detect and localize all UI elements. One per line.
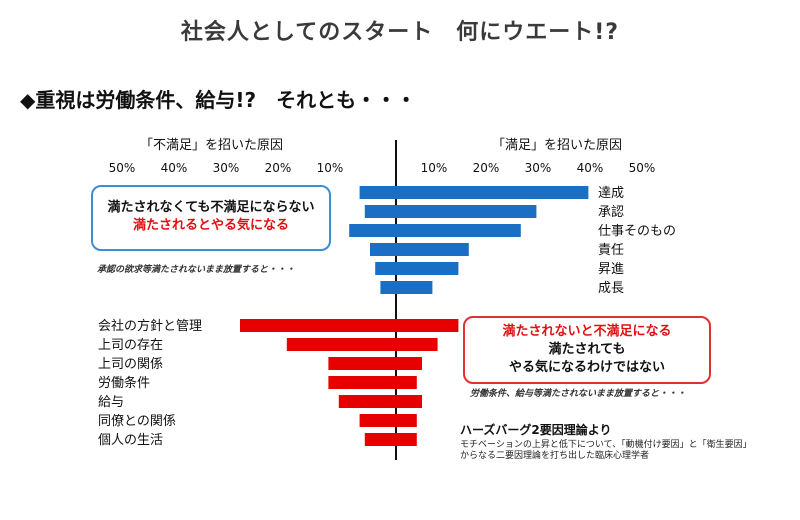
right-tick-label: 30%: [525, 161, 552, 175]
category-label: 会社の方針と管理: [98, 318, 202, 334]
bar-dissatisfaction-hygiene: [338, 395, 396, 408]
right-axis-header: 「満足」を招いた原因: [492, 138, 623, 153]
bar-dissatisfaction-hygiene: [364, 433, 396, 446]
hygiene-callout: 満たされないと不満足になる 満たされても やる気になるわけではない: [463, 316, 711, 384]
bar-satisfaction-hygiene: [396, 395, 422, 408]
category-label: 承認: [598, 204, 624, 220]
right-tick-label: 50%: [629, 161, 656, 175]
page-subtitle: ◆重視は労働条件、給与!? それとも・・・: [20, 88, 417, 112]
category-label: 上司の存在: [98, 338, 163, 353]
bar-dissatisfaction-hygiene: [328, 376, 396, 389]
category-label: 上司の関係: [98, 357, 163, 372]
source-title: ハーズバーグ2要因理論より: [460, 423, 612, 437]
bar-satisfaction-motivators: [396, 281, 433, 294]
source-text: モチベーションの上昇と低下について、「動機付け要因」と「衛生要因」からなる二要因…: [460, 440, 752, 461]
category-label: 個人の生活: [98, 433, 163, 448]
category-label: 仕事そのもの: [598, 224, 676, 239]
left-tick-label: 50%: [109, 161, 136, 175]
right-tick-label: 10%: [421, 161, 448, 175]
left-axis-header: 「不満足」を招いた原因: [140, 138, 284, 153]
motivator-note: 承認の欲求等満たされないまま放置すると・・・: [97, 265, 296, 275]
bar-satisfaction-motivators: [396, 243, 469, 256]
bar-satisfaction-motivators: [396, 205, 537, 218]
left-tick-label: 20%: [265, 161, 292, 175]
motivator-callout-line2: 満たされるとやる気になる: [132, 218, 289, 233]
bar-satisfaction-motivators: [396, 262, 459, 275]
category-label: 達成: [598, 186, 624, 201]
bar-satisfaction-hygiene: [396, 319, 459, 332]
left-tick-label: 40%: [161, 161, 188, 175]
bar-dissatisfaction-motivators: [370, 243, 396, 256]
page-title: 社会人としてのスタート 何にウエート!?: [180, 20, 620, 45]
bar-satisfaction-hygiene: [396, 338, 438, 351]
bar-satisfaction-hygiene: [396, 376, 417, 389]
category-label: 給与: [98, 395, 124, 410]
category-label: 成長: [598, 281, 624, 296]
category-label: 労働条件: [98, 375, 150, 391]
hygiene-callout-line1: 満たされないと不満足になる: [502, 324, 672, 339]
category-label: 責任: [598, 243, 624, 258]
hygiene-callout-line2: 満たされても: [548, 342, 626, 357]
bar-satisfaction-motivators: [396, 224, 521, 237]
bar-dissatisfaction-motivators: [380, 281, 396, 294]
left-tick-label: 10%: [317, 161, 344, 175]
bar-dissatisfaction-hygiene: [286, 338, 396, 351]
bar-satisfaction-motivators: [396, 186, 589, 199]
category-label: 昇進: [598, 262, 624, 277]
right-tick-label: 40%: [577, 161, 604, 175]
bar-dissatisfaction-motivators: [364, 205, 396, 218]
bar-dissatisfaction-hygiene: [240, 319, 396, 332]
left-tick-label: 30%: [213, 161, 240, 175]
bar-satisfaction-hygiene: [396, 433, 417, 446]
hygiene-note: 労働条件、給与等満たされないまま放置すると・・・: [470, 389, 687, 399]
bar-dissatisfaction-motivators: [349, 224, 396, 237]
motivator-callout-line1: 満たされなくても不満足にならない: [107, 200, 315, 215]
bar-dissatisfaction-motivators: [375, 262, 396, 275]
bar-satisfaction-hygiene: [396, 357, 422, 370]
bar-satisfaction-hygiene: [396, 414, 417, 427]
right-tick-label: 20%: [473, 161, 500, 175]
hygiene-callout-line3: やる気になるわけではない: [508, 360, 665, 375]
motivator-callout: 満たされなくても不満足にならない 満たされるとやる気になる: [91, 185, 331, 251]
bar-dissatisfaction-hygiene: [359, 414, 396, 427]
bar-dissatisfaction-motivators: [359, 186, 396, 199]
bar-dissatisfaction-hygiene: [328, 357, 396, 370]
category-label: 同僚との関係: [98, 414, 176, 429]
